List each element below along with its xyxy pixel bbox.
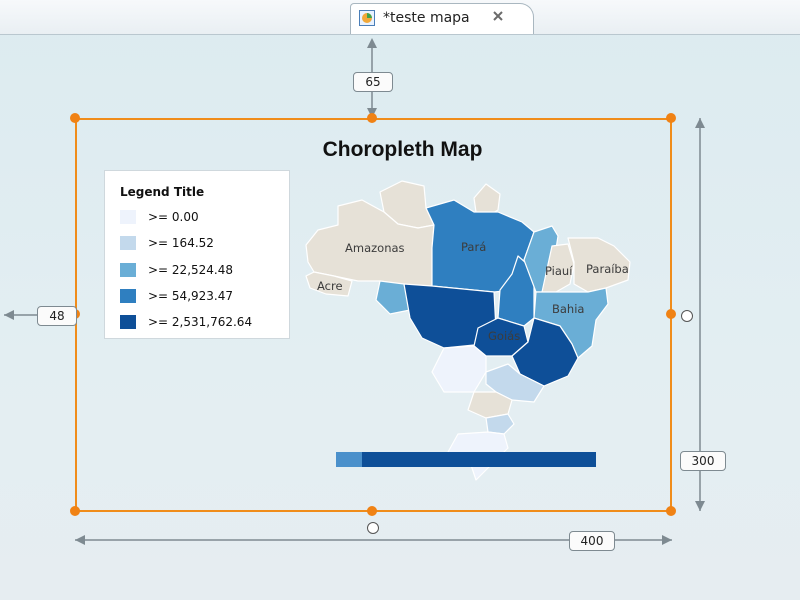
height-label[interactable]: 300 xyxy=(680,451,726,471)
legend-label: >= 2,531,762.64 xyxy=(148,315,253,329)
region-acre xyxy=(305,271,353,297)
region-label-amazonas: Amazonas xyxy=(345,241,405,255)
resize-handle-ne[interactable] xyxy=(666,113,676,123)
top-margin-label[interactable]: 65 xyxy=(353,72,393,92)
width-label[interactable]: 400 xyxy=(569,531,615,551)
bottom-guide-toggle[interactable] xyxy=(367,522,379,534)
legend-label: >= 54,923.47 xyxy=(148,289,233,303)
resize-handle-sw[interactable] xyxy=(70,506,80,516)
region-amazonas xyxy=(305,199,435,287)
region-label-piaui: Piauí xyxy=(545,264,573,278)
region-rondonia xyxy=(375,280,411,315)
region-label-para: Pará xyxy=(461,240,487,254)
region-santa-catarina xyxy=(485,413,515,435)
color-scale-bar-segment xyxy=(336,452,362,467)
left-margin-label[interactable]: 48 xyxy=(37,306,77,326)
close-icon[interactable] xyxy=(491,9,505,23)
region-northeast-states xyxy=(567,237,631,293)
legend-swatch xyxy=(120,263,136,277)
editor-tab-bar: *teste mapa xyxy=(0,0,800,35)
resize-handle-se[interactable] xyxy=(666,506,676,516)
legend-swatch xyxy=(120,289,136,303)
legend-swatch xyxy=(120,210,136,224)
legend-label: >= 164.52 xyxy=(148,236,214,250)
resize-handle-e[interactable] xyxy=(666,309,676,319)
region-label-paraiba: Paraíba xyxy=(586,262,629,276)
resize-handle-s[interactable] xyxy=(367,506,377,516)
tab-teste-mapa[interactable]: *teste mapa xyxy=(350,3,534,34)
map-chart-icon xyxy=(359,10,375,26)
resize-handle-nw[interactable] xyxy=(70,113,80,123)
legend-swatch xyxy=(120,236,136,250)
region-label-goias: Goiás xyxy=(488,329,521,343)
legend-title: Legend Title xyxy=(120,185,205,199)
legend-swatch xyxy=(120,315,136,329)
region-label-bahia: Bahia xyxy=(552,302,585,316)
legend-label: >= 0.00 xyxy=(148,210,199,224)
legend-label: >= 22,524.48 xyxy=(148,263,233,277)
region-mato-grosso-do-sul xyxy=(431,345,487,393)
region-sao-paulo xyxy=(485,363,545,403)
chart-title: Choropleth Map xyxy=(322,138,483,161)
resize-handle-n[interactable] xyxy=(367,113,377,123)
right-guide-toggle[interactable] xyxy=(681,310,693,322)
legend-box: Legend Title >= 0.00 >= 164.52 >= 22,524… xyxy=(104,170,290,339)
tab-label: *teste mapa xyxy=(383,10,470,26)
color-scale-bar xyxy=(336,452,596,467)
region-label-acre: Acre xyxy=(317,279,343,293)
